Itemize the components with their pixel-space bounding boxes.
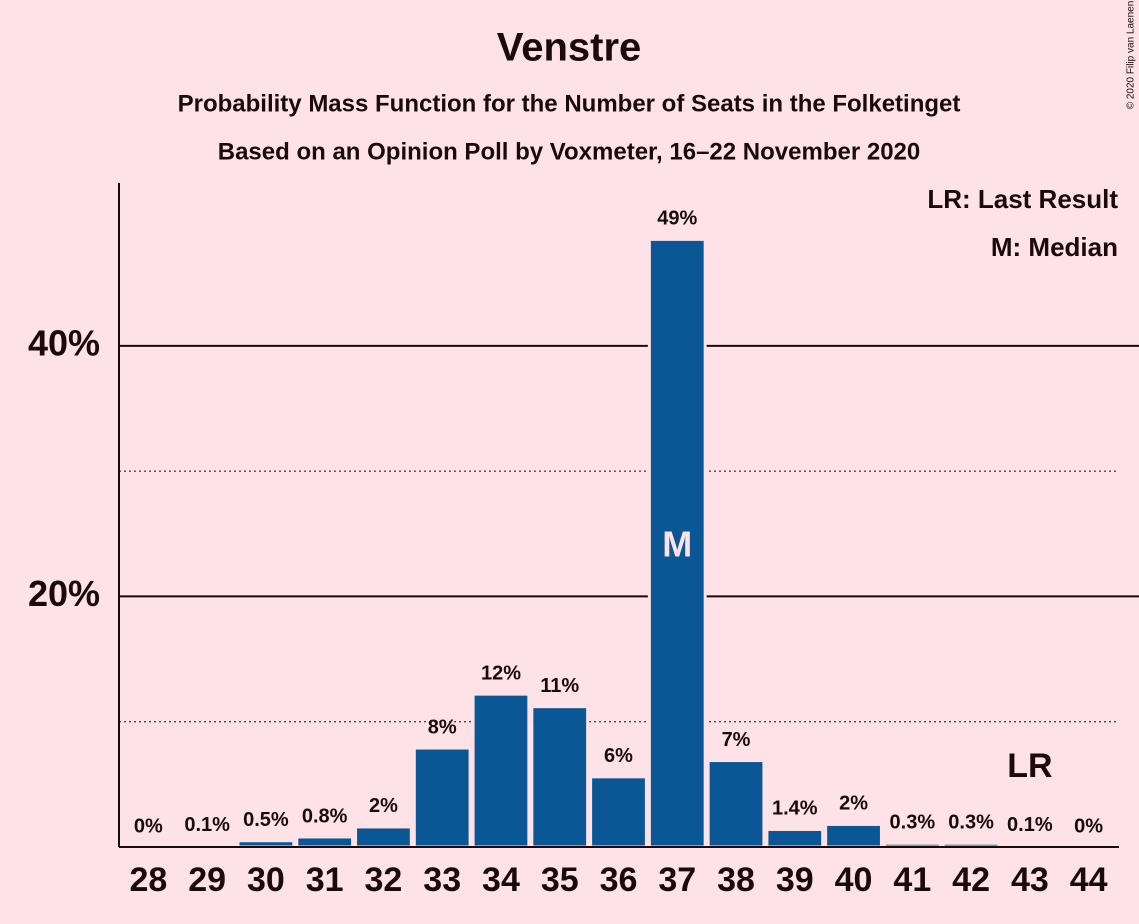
bar [295,835,355,849]
value-label: 0% [134,815,163,837]
x-tick-label: 43 [1011,861,1049,899]
value-label: 49% [657,208,697,230]
value-label: 8% [428,716,457,738]
value-label: 7% [722,729,751,751]
last-result-marker: LR [1007,747,1052,785]
x-tick-label: 28 [129,861,167,899]
x-tick-label: 37 [658,861,696,899]
bar [471,692,531,849]
bar [589,775,648,849]
value-label: 0.3% [890,812,936,834]
bar [824,822,883,849]
value-label: 0.5% [243,809,289,831]
legend-entry: LR: Last Result [927,184,1118,214]
chart-subtitle: Based on an Opinion Poll by Voxmeter, 16… [218,138,920,165]
bar [765,827,825,849]
value-label: 11% [540,675,579,697]
x-tick-label: 32 [365,861,403,899]
value-label: 1.4% [772,798,818,820]
value-label: 0% [1074,815,1103,837]
x-tick-label: 35 [541,861,579,899]
x-tick-label: 44 [1070,861,1108,899]
value-label: 0.3% [948,812,994,834]
y-tick-label: 20% [28,573,100,614]
x-tick-label: 41 [893,861,931,899]
x-tick-label: 36 [600,861,638,899]
value-label: 0.1% [184,814,230,836]
x-tick-label: 31 [306,861,344,899]
y-tick-label: 40% [28,322,100,363]
value-label: 6% [604,745,633,767]
value-label: 0.1% [1007,814,1053,836]
x-tick-label: 39 [776,861,814,899]
bar [706,759,766,849]
chart-subtitle: Probability Mass Function for the Number… [178,90,961,117]
legend-entry: M: Median [991,232,1118,262]
x-tick-label: 42 [952,861,990,899]
value-label: 2% [369,795,398,817]
bar [530,705,590,849]
copyright: © 2020 Filip van Laenen [1126,1,1137,110]
bar [354,825,413,849]
value-label: 2% [839,793,868,815]
bar [412,746,472,849]
x-tick-label: 40 [835,861,873,899]
value-label: 0.8% [302,805,348,827]
x-tick-label: 30 [247,861,285,899]
x-tick-label: 38 [717,861,755,899]
median-marker: M [662,524,692,565]
x-tick-label: 33 [423,861,461,899]
x-tick-label: 29 [188,861,226,899]
value-label: 12% [481,662,521,684]
x-tick-label: 34 [482,861,520,899]
chart-title: Venstre [497,26,642,70]
